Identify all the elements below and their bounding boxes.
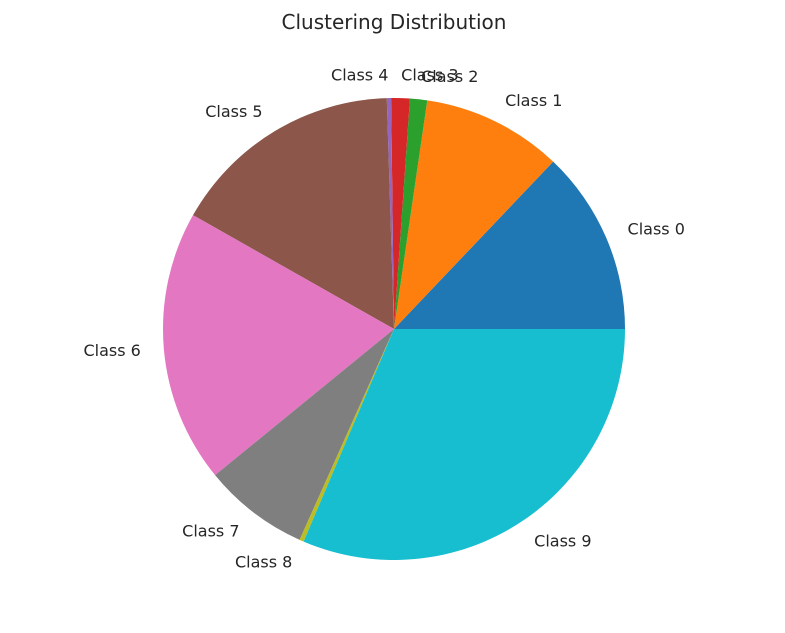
pie-slice-class-2 [394,98,428,329]
pie-label-class-3: Class 3 [401,66,458,85]
pie-label-class-1: Class 1 [505,91,562,110]
pie-label-class-4: Class 4 [331,65,388,84]
pie-label-class-9: Class 9 [534,531,591,550]
pie-slice-class-8 [299,329,394,542]
pie-slice-class-5 [192,98,394,329]
pie-slice-class-6 [163,215,394,476]
pie-slice-class-7 [215,329,394,540]
pie-label-class-2: Class 2 [421,67,478,86]
pie-slice-class-4 [386,98,394,329]
pie-label-class-6: Class 6 [83,341,140,360]
pie-label-class-8: Class 8 [235,552,292,571]
chart-title: Clustering Distribution [282,10,507,34]
pie-slice-class-1 [394,100,554,329]
pie-label-class-5: Class 5 [205,102,262,121]
pie-label-class-0: Class 0 [628,219,685,238]
pie-label-class-7: Class 7 [182,521,239,540]
pie-slices [163,98,625,560]
pie-slice-class-3 [391,98,410,330]
pie-slice-class-9 [303,329,625,560]
pie-slice-class-0 [394,161,625,329]
